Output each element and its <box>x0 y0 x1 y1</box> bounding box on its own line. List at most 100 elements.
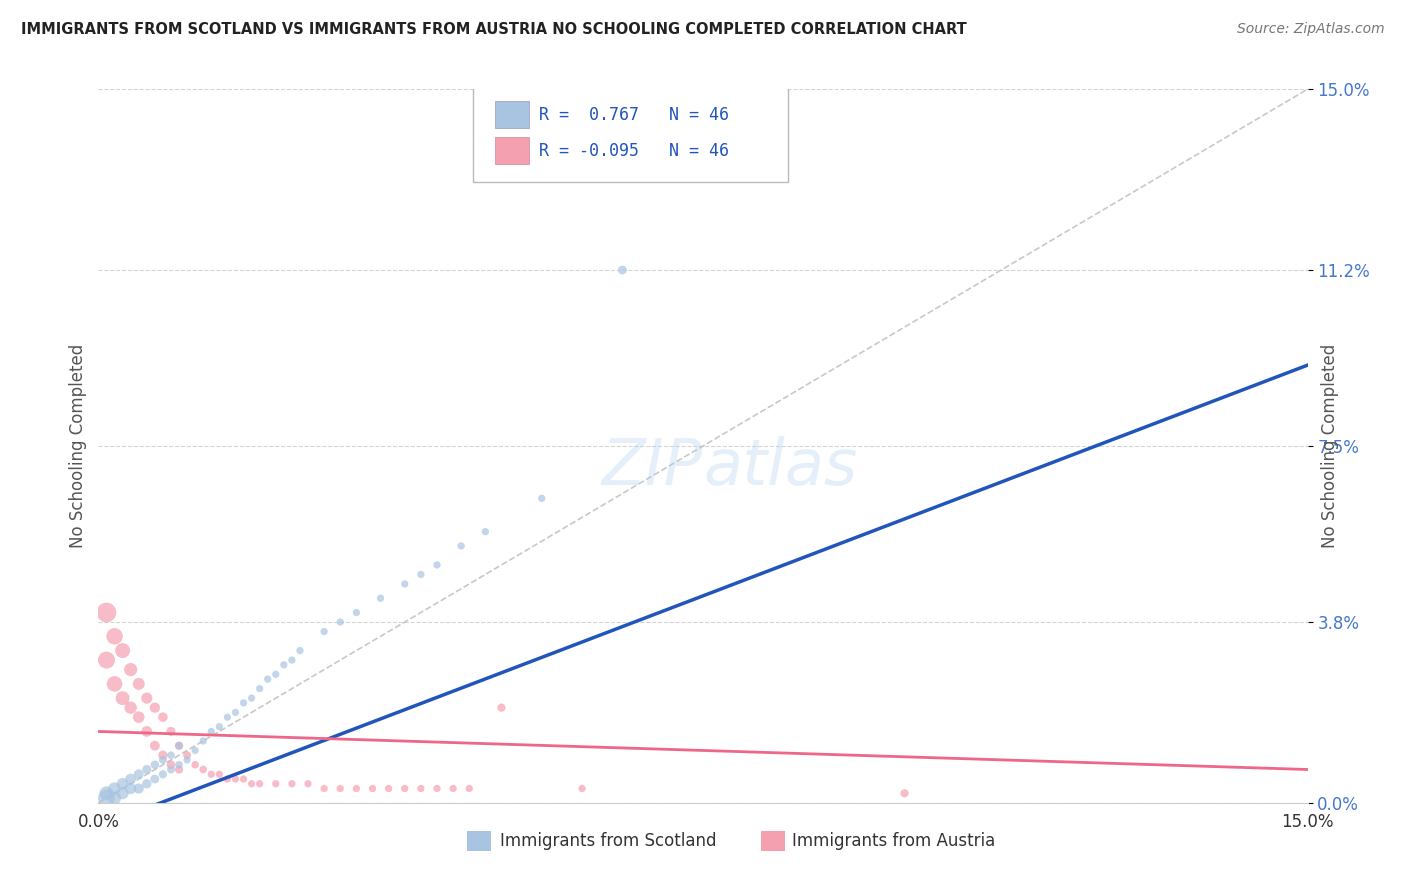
Point <box>184 757 207 772</box>
Point <box>314 781 336 796</box>
FancyBboxPatch shape <box>474 86 787 182</box>
Bar <box>495 137 529 164</box>
Point <box>128 710 150 724</box>
Point <box>160 748 183 763</box>
Point <box>256 672 278 686</box>
Point <box>96 786 118 800</box>
Point <box>96 606 118 620</box>
Point <box>111 777 134 791</box>
Point <box>370 591 392 606</box>
Point <box>143 772 166 786</box>
Point <box>297 777 319 791</box>
Point <box>224 706 246 720</box>
Point <box>208 720 231 734</box>
Point <box>128 677 150 691</box>
Point <box>394 781 416 796</box>
Point <box>314 624 336 639</box>
Y-axis label: No Schooling Completed: No Schooling Completed <box>69 344 87 548</box>
Point <box>571 781 593 796</box>
Point <box>103 677 125 691</box>
Point <box>176 753 198 767</box>
Point <box>474 524 496 539</box>
Point <box>167 757 190 772</box>
Point <box>135 777 157 791</box>
Point <box>344 781 367 796</box>
Point <box>167 763 190 777</box>
Point <box>120 700 142 714</box>
Point <box>135 724 157 739</box>
Point <box>103 781 125 796</box>
Point <box>200 767 222 781</box>
Point <box>232 772 254 786</box>
Point <box>208 767 231 781</box>
Point <box>394 577 416 591</box>
Point <box>96 653 118 667</box>
Point <box>530 491 553 506</box>
Point <box>441 781 464 796</box>
Point <box>232 696 254 710</box>
Point <box>893 786 915 800</box>
Text: R = -0.095   N = 46: R = -0.095 N = 46 <box>538 142 728 160</box>
Point <box>264 777 287 791</box>
Point <box>288 643 311 657</box>
Point <box>224 772 246 786</box>
Point <box>193 734 215 748</box>
Point <box>128 767 150 781</box>
Point <box>103 629 125 643</box>
Point <box>450 539 472 553</box>
Point <box>103 791 125 805</box>
Point <box>160 763 183 777</box>
Text: IMMIGRANTS FROM SCOTLAND VS IMMIGRANTS FROM AUSTRIA NO SCHOOLING COMPLETED CORRE: IMMIGRANTS FROM SCOTLAND VS IMMIGRANTS F… <box>21 22 967 37</box>
Point <box>409 567 432 582</box>
Point <box>361 781 384 796</box>
Point <box>344 606 367 620</box>
Point <box>249 777 271 791</box>
Point <box>193 763 215 777</box>
Point <box>240 777 263 791</box>
Text: atlas: atlas <box>703 436 858 499</box>
Text: ZIP: ZIP <box>602 436 703 499</box>
Point <box>111 643 134 657</box>
Point <box>458 781 481 796</box>
Point <box>128 781 150 796</box>
Point <box>152 753 174 767</box>
Point <box>111 786 134 800</box>
Point <box>240 691 263 706</box>
Text: Immigrants from Austria: Immigrants from Austria <box>793 831 995 849</box>
Point <box>612 263 634 277</box>
Point <box>143 757 166 772</box>
Point <box>120 772 142 786</box>
Point <box>249 681 271 696</box>
Point <box>143 739 166 753</box>
Point <box>184 743 207 757</box>
Point <box>167 739 190 753</box>
Point <box>160 724 183 739</box>
Point <box>160 757 183 772</box>
Bar <box>761 830 785 851</box>
Y-axis label: No Schooling Completed: No Schooling Completed <box>1322 344 1340 548</box>
Point <box>329 615 352 629</box>
Point <box>152 767 174 781</box>
Text: Source: ZipAtlas.com: Source: ZipAtlas.com <box>1237 22 1385 37</box>
Point <box>491 700 513 714</box>
Point <box>135 691 157 706</box>
Bar <box>467 830 492 851</box>
Point <box>264 667 287 681</box>
Point <box>200 724 222 739</box>
Point <box>176 748 198 763</box>
Point <box>409 781 432 796</box>
Point <box>120 663 142 677</box>
Point <box>96 791 118 805</box>
Point <box>120 781 142 796</box>
Text: R =  0.767   N = 46: R = 0.767 N = 46 <box>538 106 728 124</box>
Point <box>152 710 174 724</box>
Point <box>143 700 166 714</box>
Text: Immigrants from Scotland: Immigrants from Scotland <box>501 831 717 849</box>
Point <box>281 777 304 791</box>
Point <box>152 748 174 763</box>
Point <box>217 710 239 724</box>
Point <box>273 657 295 672</box>
Point <box>377 781 399 796</box>
Point <box>426 781 449 796</box>
Point <box>426 558 449 572</box>
